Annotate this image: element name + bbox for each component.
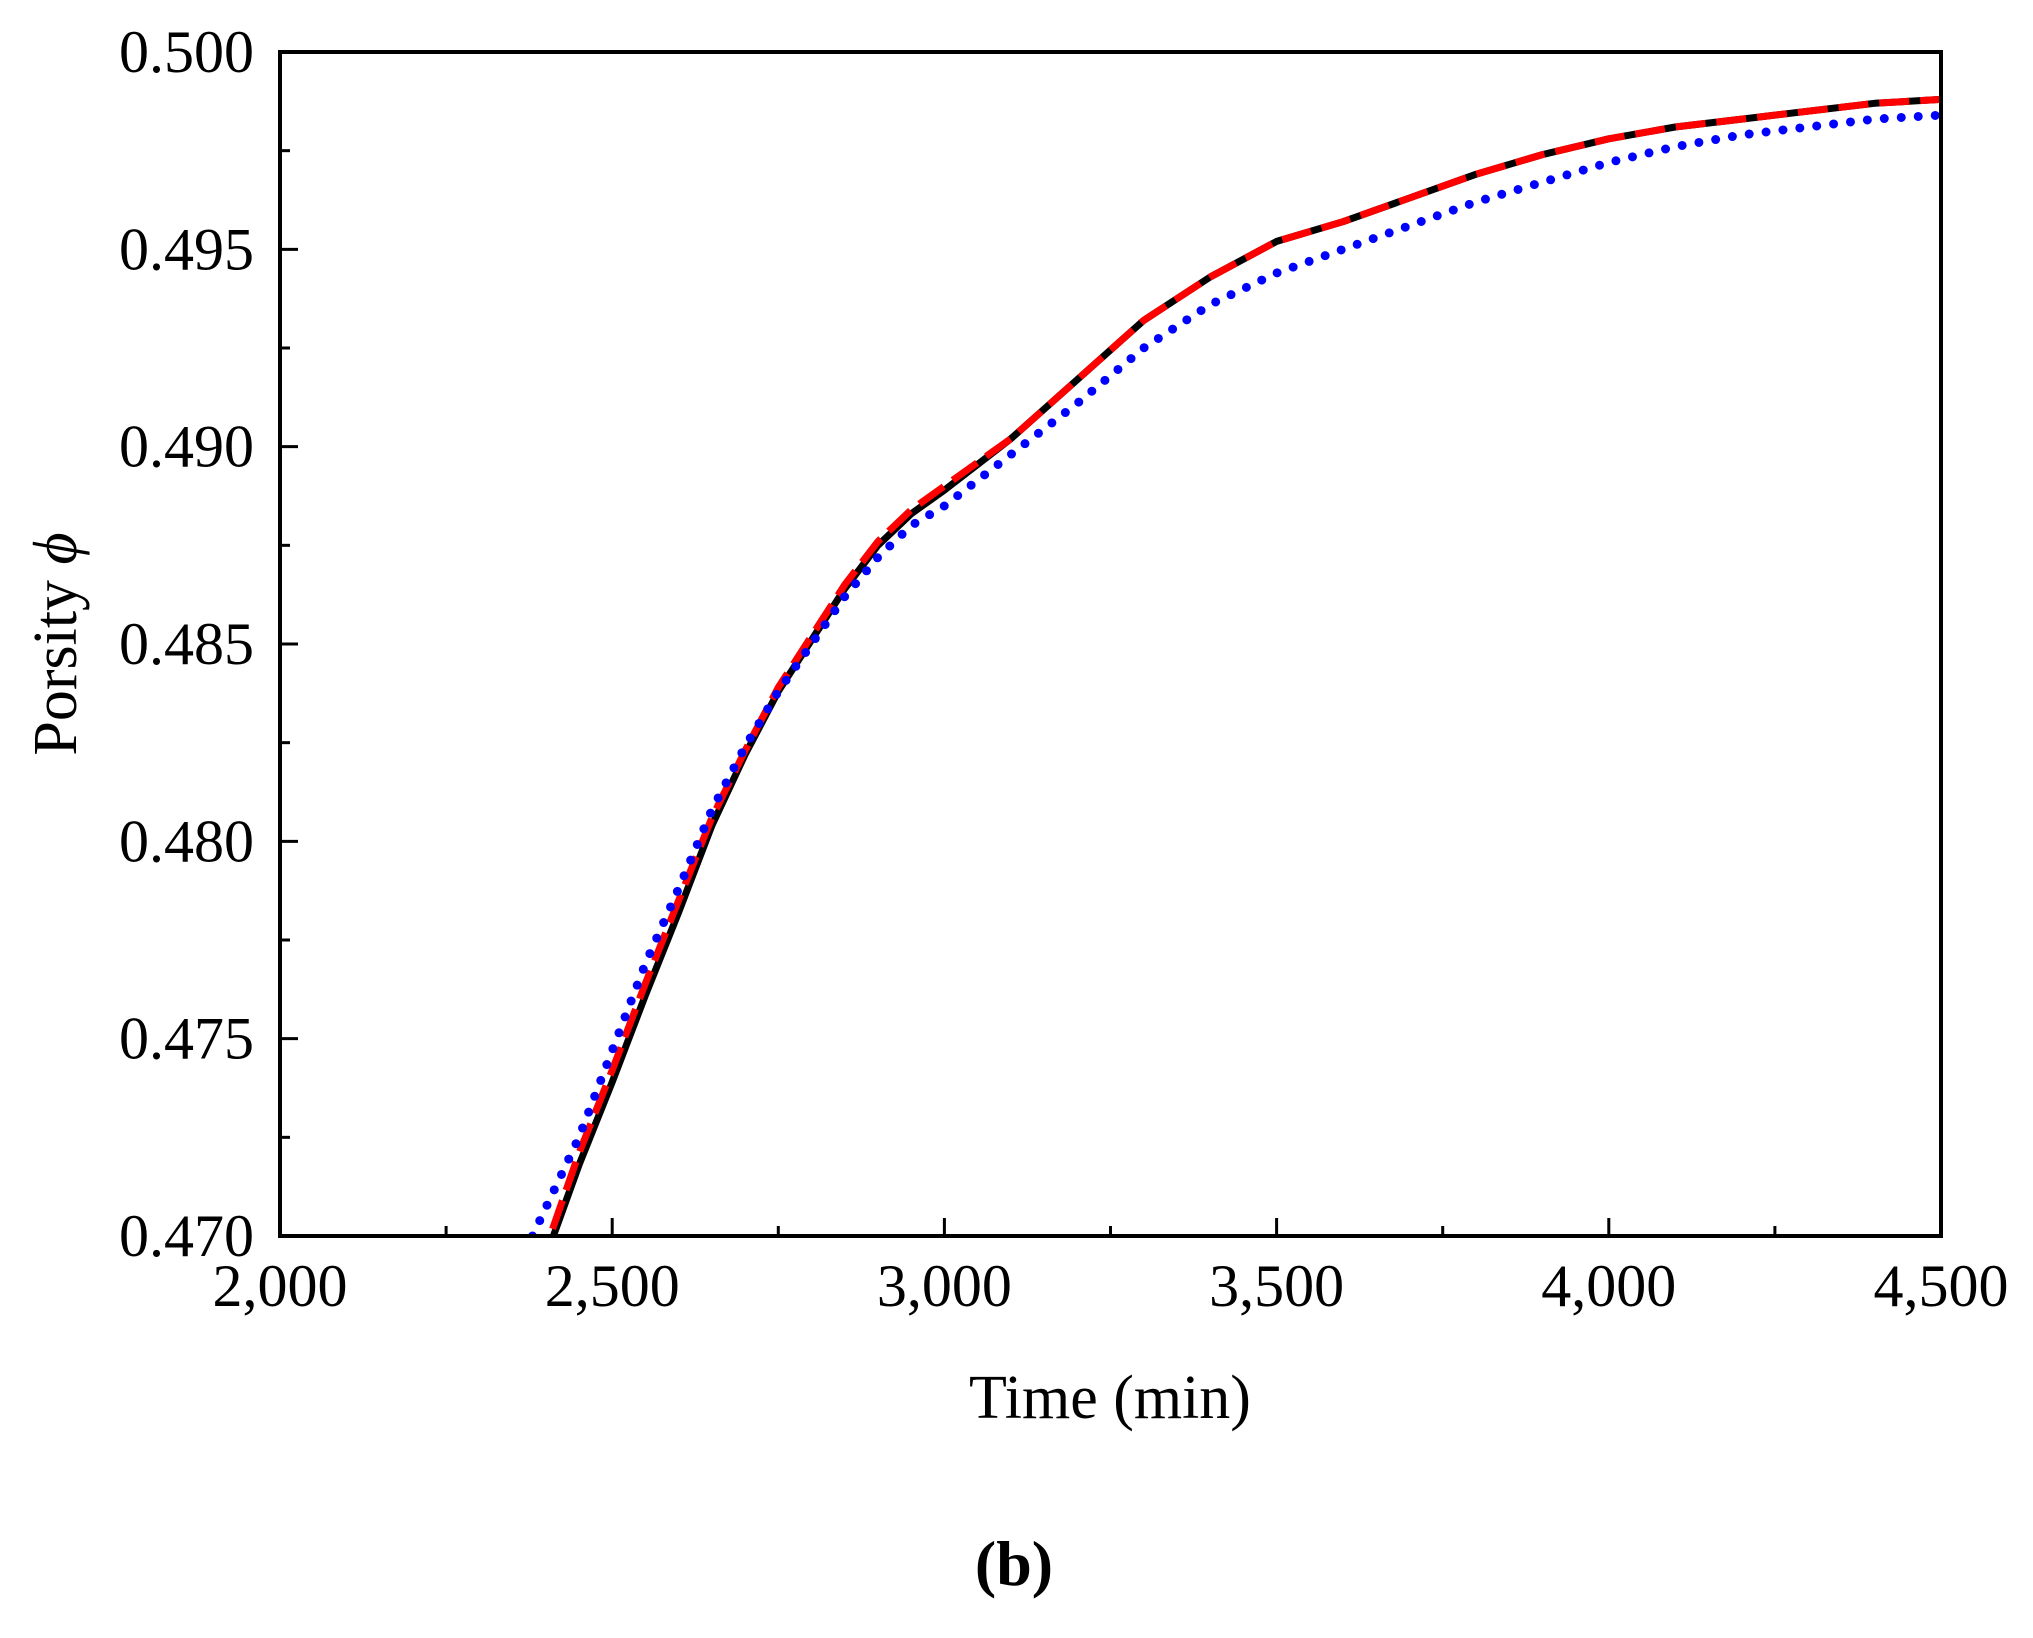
y-tick-label: 0.500 <box>119 19 254 85</box>
series-line-dashed <box>546 95 1941 1236</box>
y-axis-label-symbol: ϕ <box>22 532 90 564</box>
x-tick-label: 2,000 <box>213 1253 348 1319</box>
y-tick-label: 0.475 <box>119 1006 254 1072</box>
x-tick-label: 3,500 <box>1209 1253 1344 1319</box>
tick-layer: 2,000 2,500 3,000 3,500 4,000 4,500 0.470 0.475… <box>119 19 2009 1319</box>
x-tick-label: 2,500 <box>545 1253 680 1319</box>
y-tick-label: 0.470 <box>119 1203 254 1269</box>
panel-label: (b) <box>975 1528 1053 1599</box>
series-line-dotted <box>528 110 1941 1236</box>
y-tick-label: 0.485 <box>119 611 254 677</box>
x-tick-label: 3,000 <box>877 1253 1012 1319</box>
y-tick-label: 0.480 <box>119 808 254 874</box>
x-axis-label: Time (min) <box>969 1364 1251 1432</box>
series-layer <box>528 95 1941 1236</box>
y-tick-label: 0.490 <box>119 414 254 480</box>
y-axis-label: Porsity ϕ <box>22 532 90 755</box>
x-tick-label: 4,000 <box>1541 1253 1676 1319</box>
x-tick-label: 4,500 <box>1874 1253 2009 1319</box>
series-line-solid <box>549 95 1941 1236</box>
y-tick-label: 0.495 <box>119 216 254 282</box>
plot-frame <box>278 50 1943 1238</box>
y-axis-label-text: Porsity <box>22 564 90 755</box>
